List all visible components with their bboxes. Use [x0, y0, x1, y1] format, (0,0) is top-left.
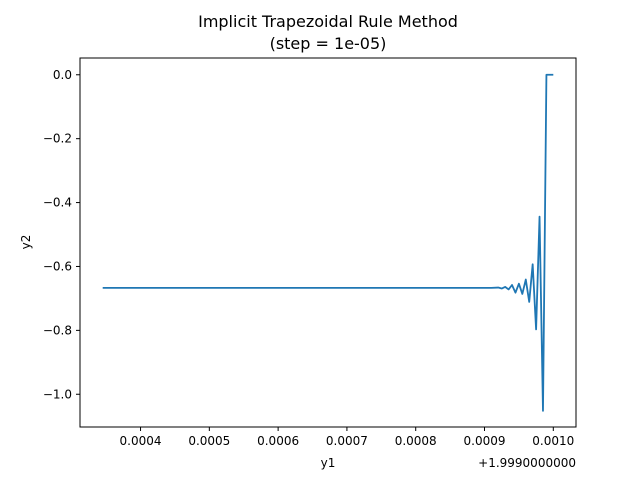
chart-subtitle: (step = 1e-05)	[270, 34, 387, 53]
x-tick-label: 0.0010	[532, 434, 574, 448]
x-offset-label: +1.9990000000	[478, 456, 576, 470]
y-tick-label: −1.0	[43, 387, 72, 401]
x-tick-label: 0.0005	[188, 434, 230, 448]
y-tick-label: −0.4	[43, 196, 72, 210]
plot-area: 0.0004 0.0005 0.0006 0.0007 0.0008 0.0009 0.00…	[43, 57, 577, 448]
x-tick-label: 0.0007	[326, 434, 368, 448]
y-tick-label: −0.8	[43, 323, 72, 337]
y-tick-label: 0.0	[53, 68, 72, 82]
x-tick-label: 0.0009	[464, 434, 506, 448]
y-tick-label: −0.2	[43, 132, 72, 146]
x-tick-label: 0.0006	[257, 434, 299, 448]
x-axis-label: y1	[321, 456, 336, 470]
axes-frame	[79, 57, 577, 428]
x-tick-label: 0.0004	[120, 434, 162, 448]
series-line	[102, 73, 554, 412]
x-tick-label: 0.0008	[395, 434, 437, 448]
y-axis-label: y2	[19, 235, 33, 250]
y-tick-label: −0.6	[43, 259, 72, 273]
chart-title: Implicit Trapezoidal Rule Method	[198, 12, 458, 31]
